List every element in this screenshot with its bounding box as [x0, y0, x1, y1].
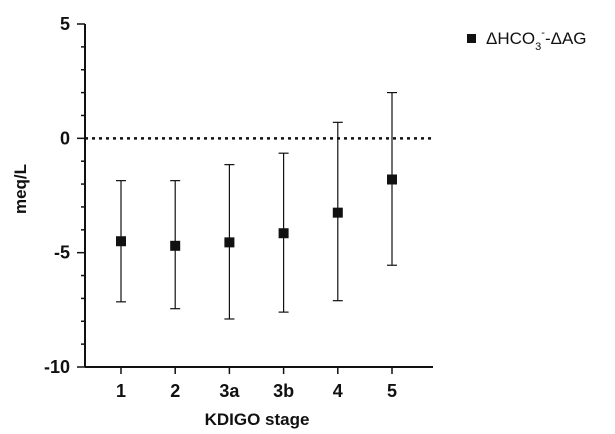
legend-label-part: -ΔAG	[545, 29, 587, 48]
legend-label-subscript: 3	[535, 41, 541, 53]
x-tick-label: 5	[387, 381, 397, 401]
y-axis-title: meq/L	[11, 164, 30, 214]
legend-label-part: ΔHCO	[486, 29, 535, 48]
x-tick-label: 1	[116, 381, 126, 401]
x-tick-label: 2	[170, 381, 180, 401]
legend: ΔHCO3--ΔAG	[467, 27, 587, 53]
plot-area: -10 -5 0 5 1 2 3a 3b 4 5	[44, 14, 433, 401]
x-tick-label: 4	[333, 381, 343, 401]
x-tick-label: 3b	[273, 381, 294, 401]
data-point	[387, 174, 397, 185]
legend-marker	[467, 34, 476, 43]
y-tick-label: -5	[54, 243, 70, 263]
data-point	[224, 237, 235, 248]
legend-label: ΔHCO3--ΔAG	[486, 27, 587, 53]
data-point	[170, 240, 181, 251]
y-tick-label: -10	[44, 357, 70, 377]
x-tick-label: 3a	[219, 381, 240, 401]
data-point	[116, 236, 126, 247]
y-tick-label: 5	[60, 14, 70, 34]
data-point	[332, 207, 343, 218]
legend-label-superscript: -	[541, 27, 545, 39]
x-axis-title: KDIGO stage	[205, 410, 310, 429]
data-point	[278, 228, 289, 239]
y-tick-label: 0	[60, 128, 70, 148]
